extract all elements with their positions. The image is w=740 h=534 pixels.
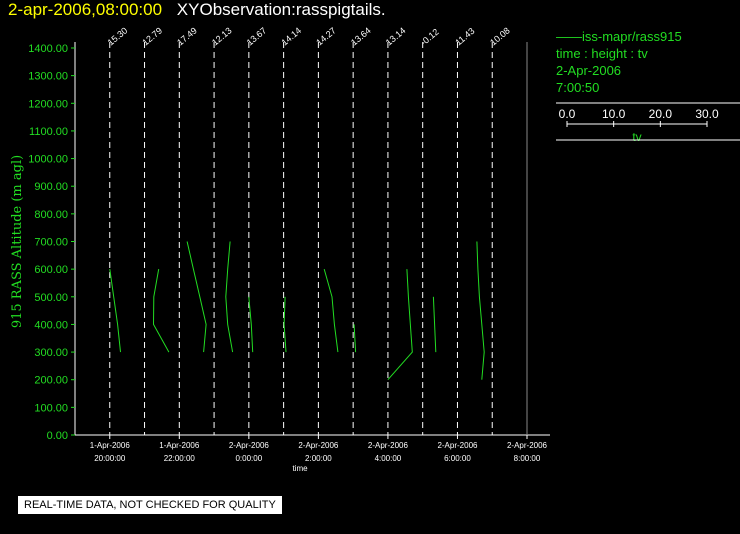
- x-axis-label: time: [292, 464, 308, 473]
- profile-value-label: 13.64: [349, 25, 373, 47]
- x-tick-time: 6:00:00: [444, 454, 471, 463]
- y-tick-label: 500.00: [34, 292, 68, 304]
- profile-value-label: 12.79: [140, 25, 164, 47]
- y-tick-label: 1300.00: [28, 71, 68, 83]
- y-tick-label: 400.00: [34, 319, 68, 331]
- legend-scale-label: tv: [632, 130, 641, 144]
- profile-series-line: [109, 269, 121, 353]
- y-axis-label: 915 RASS Altitude (m agl): [10, 155, 25, 328]
- profile-series-line: [225, 241, 234, 353]
- title-name: XYObservation:rasspigtails.: [176, 0, 386, 19]
- x-tick-time: 8:00:00: [514, 454, 541, 463]
- x-tick-time: 4:00:00: [375, 454, 402, 463]
- profile-value-label: 13.67: [245, 25, 269, 47]
- y-tick-label: 100.00: [34, 402, 68, 414]
- profile-series-line: [323, 268, 339, 353]
- profile-value-label: 10.08: [488, 25, 512, 47]
- x-tick-time: 0:00:00: [235, 454, 262, 463]
- x-tick-date: 2-Apr-2006: [437, 441, 478, 450]
- x-tick-date: 2-Apr-2006: [298, 441, 339, 450]
- legend-date: 2-Apr-2006: [556, 63, 622, 78]
- profile-value-label: -0.12: [419, 27, 441, 48]
- y-tick-label: 1200.00: [28, 98, 68, 110]
- y-tick-label: 1000.00: [28, 154, 68, 166]
- profile-value-label: 17.49: [175, 25, 199, 47]
- legend-scale-tick-label: 30.0: [695, 107, 719, 121]
- legend-series-line-icon: ——: [556, 29, 582, 44]
- profile-series-line: [476, 241, 485, 380]
- profile-series-line: [283, 296, 287, 353]
- legend-series-name: iss-mapr/rass915: [582, 29, 682, 44]
- legend-time: 7:00:50: [556, 80, 600, 95]
- chart-title: 2-apr-2006,08:00:00 XYObservation:rasspi…: [8, 0, 386, 20]
- y-tick-label: 0.00: [47, 430, 68, 442]
- x-tick-date: 2-Apr-2006: [229, 441, 270, 450]
- title-date: 2-apr-2006,08:00:00: [8, 0, 163, 19]
- profile-series-line: [353, 324, 357, 353]
- profile-value-label: 12.13: [210, 25, 234, 47]
- legend-scale-tick-label: 20.0: [649, 107, 673, 121]
- x-tick-date: 1-Apr-2006: [159, 441, 200, 450]
- profile-series-line: [186, 241, 207, 353]
- y-tick-label: 200.00: [34, 375, 68, 387]
- x-tick-date: 1-Apr-2006: [90, 441, 131, 450]
- x-tick-date: 2-Apr-2006: [507, 441, 548, 450]
- quality-banner: REAL-TIME DATA, NOT CHECKED FOR QUALITY: [18, 496, 282, 514]
- profile-series-line: [387, 269, 413, 381]
- x-tick-date: 2-Apr-2006: [368, 441, 409, 450]
- x-tick-time: 20:00:00: [94, 454, 126, 463]
- profile-series-line: [152, 269, 170, 353]
- y-tick-label: 900.00: [34, 181, 68, 193]
- profile-value-label: 13.14: [384, 25, 408, 47]
- profile-value-label: 14.14: [279, 25, 303, 47]
- profile-value-label: 11.43: [453, 26, 476, 48]
- legend-scale-tick-label: 10.0: [602, 107, 626, 121]
- legend-description: time : height : tv: [556, 46, 648, 61]
- y-tick-label: 1100.00: [29, 126, 68, 138]
- profile-value-label: 15.30: [106, 25, 130, 47]
- profile-value-label: 14.27: [314, 25, 338, 47]
- y-tick-label: 600.00: [34, 264, 68, 276]
- x-tick-time: 22:00:00: [164, 454, 196, 463]
- profile-series-line: [248, 296, 254, 353]
- legend-scale-tick-label: 0.0: [559, 107, 576, 121]
- x-tick-time: 2:00:00: [305, 454, 332, 463]
- profile-series-line: [432, 296, 437, 353]
- y-tick-label: 700.00: [34, 237, 68, 249]
- y-tick-label: 1400.00: [28, 43, 68, 55]
- y-tick-label: 300.00: [34, 347, 68, 359]
- y-tick-label: 800.00: [34, 209, 68, 221]
- legend-series-entry: ——iss-mapr/rass915: [556, 28, 740, 45]
- legend: ——iss-mapr/rass915 time : height : tv 2-…: [556, 28, 740, 96]
